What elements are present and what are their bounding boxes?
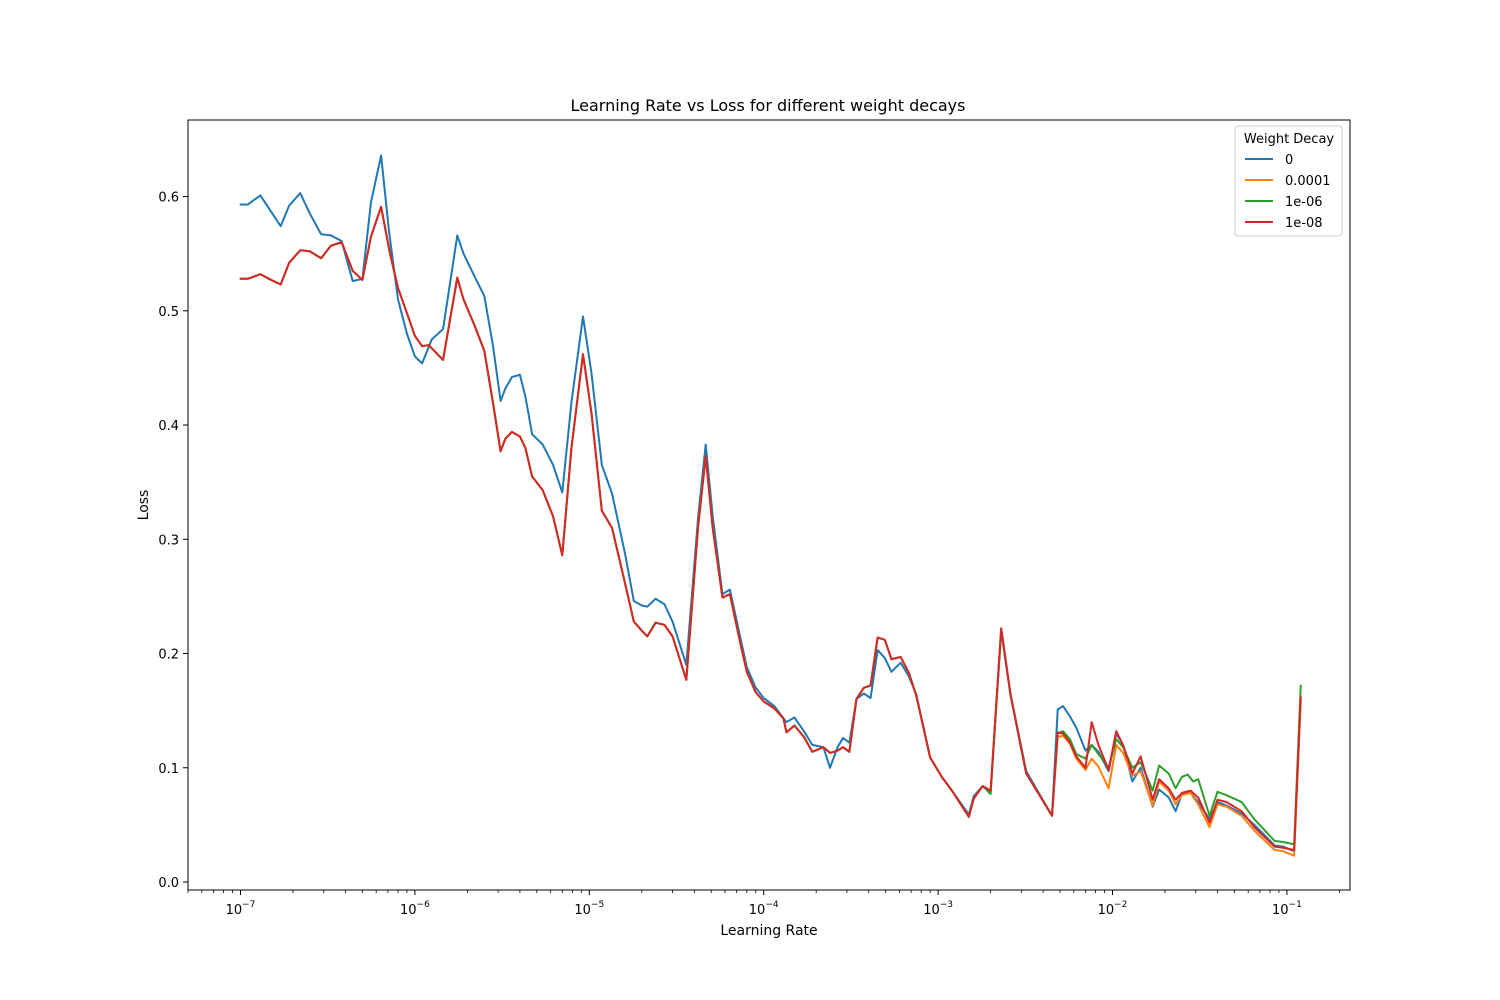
x-axis-title: Learning Rate bbox=[720, 923, 817, 939]
legend-label-2: 1e-06 bbox=[1285, 195, 1323, 210]
y-tick-label: 0.0 bbox=[158, 876, 179, 891]
legend: Weight Decay 0 0.0001 1e-06 1e-08 bbox=[1234, 125, 1343, 237]
x-tick-label: 10−2 bbox=[1098, 900, 1128, 918]
series-line-3 bbox=[239, 205, 1302, 852]
legend-entries: 0 0.0001 1e-06 1e-08 bbox=[1245, 153, 1331, 231]
plot-lines bbox=[239, 154, 1302, 857]
x-tick-label: 10−1 bbox=[1272, 900, 1302, 918]
legend-label-1: 0.0001 bbox=[1285, 174, 1331, 189]
legend-box bbox=[1234, 125, 1343, 237]
y-tick-label: 0.6 bbox=[158, 191, 179, 206]
y-axis: 0.0 0.1 0.2 0.3 0.4 0.5 0.6 bbox=[158, 191, 188, 891]
x-tick-label: 10−6 bbox=[400, 900, 430, 918]
plot-frame bbox=[187, 119, 1351, 891]
x-axis: 10−7 10−6 10−5 10−4 10−3 10−2 10−1 bbox=[187, 890, 1340, 918]
y-axis-title: Loss bbox=[136, 490, 152, 521]
y-tick-label: 0.2 bbox=[158, 648, 179, 663]
x-tick-label: 10−5 bbox=[574, 900, 604, 918]
chart-title: Learning Rate vs Loss for different weig… bbox=[571, 96, 966, 115]
x-tick-label: 10−3 bbox=[923, 900, 953, 918]
y-tick-label: 0.5 bbox=[158, 305, 179, 320]
legend-label-3: 1e-08 bbox=[1285, 216, 1323, 231]
x-tick-label: 10−7 bbox=[226, 900, 256, 918]
x-tick-label: 10−4 bbox=[749, 900, 779, 918]
legend-title: Weight Decay bbox=[1244, 132, 1335, 147]
legend-label-0: 0 bbox=[1285, 153, 1293, 168]
y-tick-label: 0.1 bbox=[158, 762, 179, 777]
y-tick-label: 0.4 bbox=[158, 419, 179, 434]
y-tick-label: 0.3 bbox=[158, 533, 179, 548]
